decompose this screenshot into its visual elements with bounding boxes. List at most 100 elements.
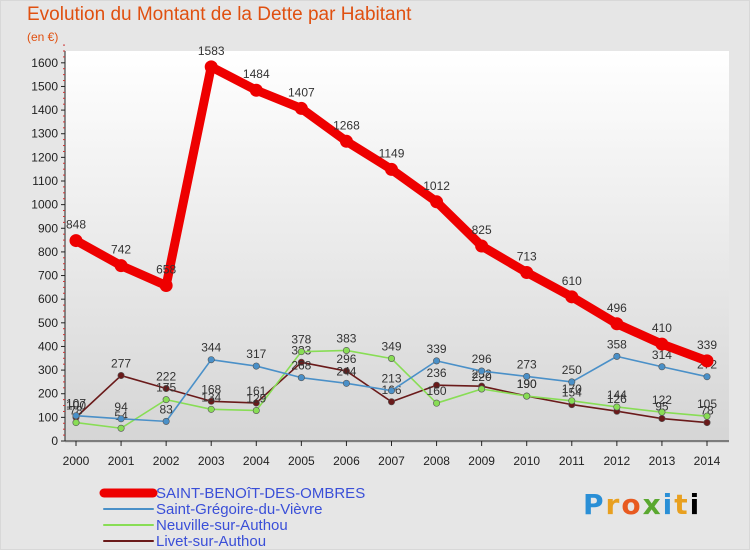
data-point: [433, 399, 441, 407]
x-tick-label: 2004: [243, 454, 270, 468]
data-point: [297, 374, 305, 382]
logo-letter: r: [605, 488, 622, 521]
data-label: 339: [697, 338, 717, 352]
data-point: [478, 385, 486, 393]
data-point: [339, 134, 353, 148]
data-point: [117, 372, 125, 380]
data-label: 160: [427, 384, 447, 398]
data-point: [523, 372, 531, 380]
proxiti-logo: Proxiti: [583, 488, 701, 521]
data-point: [703, 373, 711, 381]
data-point: [523, 392, 531, 400]
x-tick-label: 2012: [604, 454, 631, 468]
data-label: 134: [201, 390, 221, 404]
y-tick-label: 600: [38, 292, 58, 306]
data-point: [252, 399, 260, 407]
data-label: 100: [66, 398, 86, 412]
logo-letter: t: [674, 488, 690, 521]
data-point: [297, 358, 305, 366]
data-label: 213: [381, 372, 401, 386]
data-label: 848: [66, 218, 86, 232]
logo-letter: x: [642, 488, 663, 521]
data-point: [478, 367, 486, 375]
data-label: 410: [652, 321, 672, 335]
data-point: [162, 385, 170, 393]
data-point: [207, 356, 215, 364]
chart-title: Evolution du Montant de la Dette par Hab…: [27, 4, 412, 25]
y-tick-label: 100: [38, 410, 58, 424]
x-tick-label: 2006: [333, 454, 360, 468]
data-label: 378: [291, 333, 311, 347]
data-label: 94: [114, 400, 128, 414]
data-point: [658, 415, 666, 423]
data-label: 236: [427, 366, 447, 380]
data-label: 1012: [423, 179, 450, 193]
data-label: 161: [246, 384, 266, 398]
y-tick-label: 400: [38, 339, 58, 353]
y-tick-label: 700: [38, 269, 58, 283]
y-tick-label: 1600: [31, 56, 58, 70]
data-point: [252, 407, 260, 415]
data-label: 95: [655, 400, 669, 414]
legend-label: Neuville-sur-Authou: [156, 517, 288, 534]
data-label: 129: [246, 392, 266, 406]
data-point: [658, 408, 666, 416]
data-label: 273: [517, 357, 537, 371]
x-tick-label: 2013: [649, 454, 676, 468]
data-label: 168: [201, 382, 221, 396]
y-tick-label: 1300: [31, 127, 58, 141]
data-label: 742: [111, 243, 131, 257]
data-point: [207, 397, 215, 405]
data-point: [207, 405, 215, 413]
data-point: [655, 337, 669, 351]
data-point: [568, 397, 576, 405]
data-point: [520, 265, 534, 279]
data-point: [433, 381, 441, 389]
data-point: [387, 387, 395, 395]
data-point: [433, 357, 441, 365]
data-label: 220: [472, 370, 492, 384]
data-point: [387, 398, 395, 406]
data-point: [249, 83, 263, 97]
data-label: 244: [336, 364, 356, 378]
x-tick-label: 2011: [559, 454, 585, 468]
data-label: 268: [291, 359, 311, 373]
data-label: 1583: [198, 44, 225, 58]
legend-label: SAINT-BENOîT-DES-OMBRES: [156, 485, 365, 502]
x-tick-label: 2002: [153, 454, 180, 468]
data-point: [430, 195, 444, 209]
data-point: [204, 60, 218, 74]
data-label: 358: [607, 337, 627, 351]
data-point: [613, 403, 621, 411]
data-label: 1149: [379, 146, 405, 160]
data-label: 314: [652, 348, 672, 362]
y-tick-label: 1500: [31, 79, 58, 93]
data-point: [387, 355, 395, 363]
x-tick-label: 2008: [423, 454, 450, 468]
y-tick-label: 800: [38, 245, 58, 259]
data-point: [162, 417, 170, 425]
data-label: 175: [156, 381, 176, 395]
data-point: [162, 396, 170, 404]
data-point: [385, 162, 398, 176]
data-point: [342, 346, 350, 354]
data-point: [613, 352, 621, 360]
data-point: [72, 412, 80, 420]
data-label: 349: [381, 340, 401, 354]
x-tick-label: 2001: [108, 454, 135, 468]
series-line-0: [71, 62, 712, 366]
y-tick-label: 1100: [32, 174, 58, 188]
data-point: [294, 101, 308, 115]
y-tick-label: 1400: [31, 103, 58, 117]
y-tick-label: 200: [38, 387, 58, 401]
x-tick-label: 2000: [63, 454, 90, 468]
data-label: 496: [607, 301, 627, 315]
data-label: 170: [562, 382, 582, 396]
data-point: [658, 363, 666, 371]
data-point: [114, 259, 128, 273]
data-point: [700, 354, 714, 368]
data-label: 154: [562, 386, 582, 400]
data-point: [703, 412, 711, 420]
data-point: [568, 378, 576, 386]
